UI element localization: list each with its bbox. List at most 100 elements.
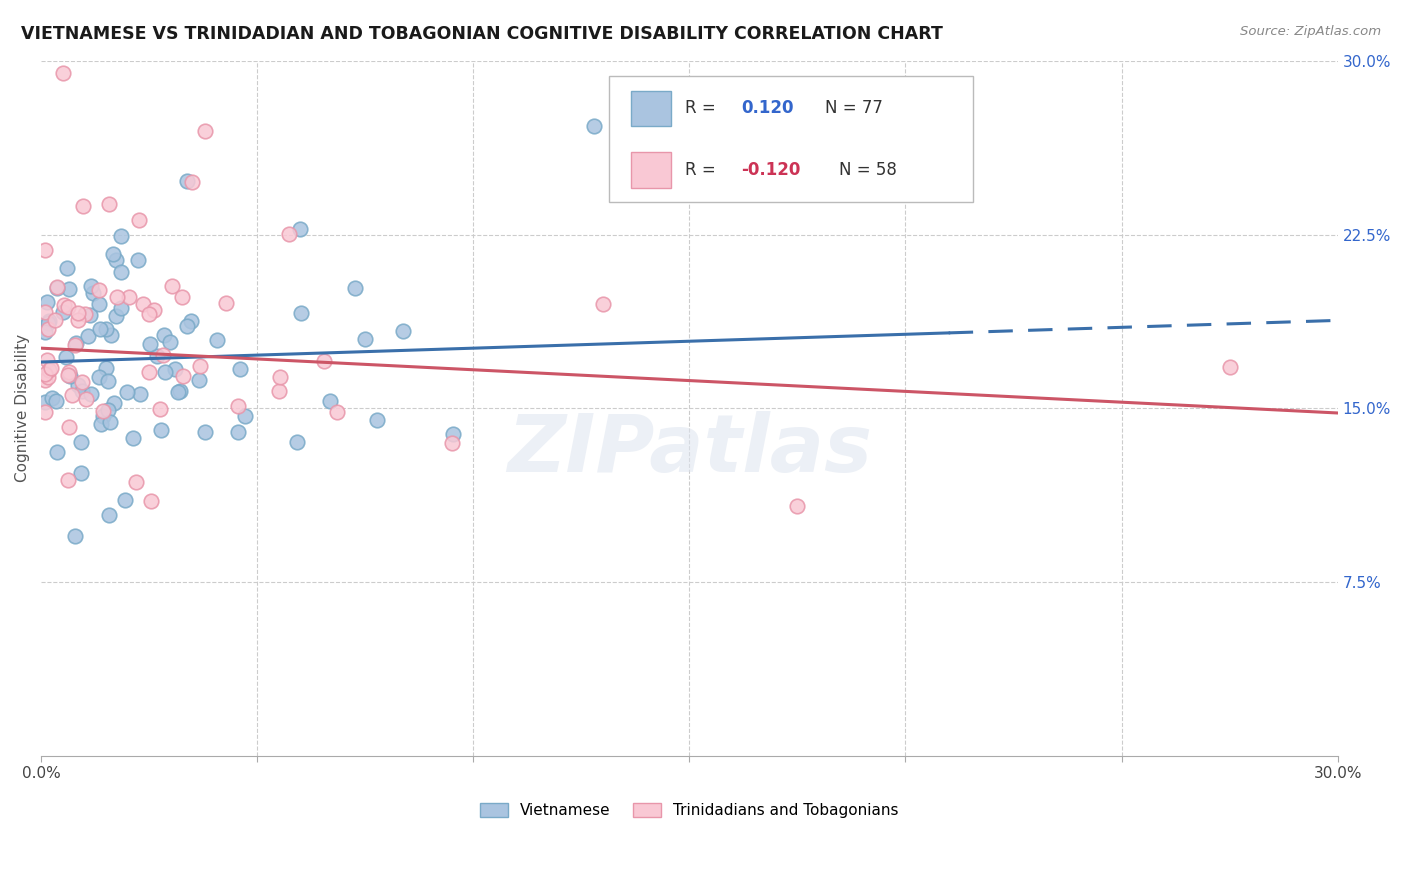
Point: [67, 306, 90, 320]
Point: [55, 350, 77, 364]
Point: [52, 66, 75, 80]
Point: [176, 174, 198, 188]
Point: [114, 492, 136, 507]
Text: -0.120: -0.120: [741, 161, 800, 179]
Text: N = 58: N = 58: [839, 161, 897, 179]
Point: [34, 405, 56, 419]
Text: Source: ZipAtlas.com: Source: ZipAtlas.com: [1240, 25, 1381, 38]
Point: [129, 387, 152, 401]
Point: [80, 387, 103, 401]
Point: [75, 307, 97, 321]
Point: [441, 427, 464, 442]
Point: [194, 425, 217, 439]
Point: [131, 297, 153, 311]
Point: [72, 199, 94, 213]
Text: R =: R =: [685, 99, 721, 118]
Point: [35, 294, 58, 309]
Point: [35, 353, 58, 368]
Point: [34, 394, 56, 409]
Point: [128, 212, 150, 227]
Point: [94, 360, 117, 375]
Point: [56, 300, 79, 314]
Point: [127, 252, 149, 267]
Point: [277, 227, 299, 241]
Point: [97, 197, 120, 211]
Point: [226, 425, 249, 439]
Point: [52, 305, 75, 319]
Point: [110, 228, 132, 243]
Point: [82, 285, 104, 300]
Point: [124, 475, 146, 489]
Point: [786, 499, 808, 513]
Point: [205, 333, 228, 347]
Point: [34, 373, 56, 387]
Point: [87, 297, 110, 311]
Point: [176, 319, 198, 334]
Point: [229, 361, 252, 376]
Point: [60, 388, 83, 402]
Point: [180, 313, 202, 327]
Point: [65, 336, 87, 351]
Point: [314, 354, 336, 368]
Point: [58, 365, 80, 379]
Point: [326, 404, 349, 418]
Point: [440, 436, 463, 450]
Point: [170, 290, 193, 304]
Point: [87, 370, 110, 384]
Point: [592, 297, 614, 311]
Point: [160, 278, 183, 293]
Point: [39, 360, 62, 375]
Point: [75, 392, 97, 406]
Point: [110, 301, 132, 315]
Point: [290, 306, 312, 320]
Point: [96, 403, 118, 417]
Text: ZIPatlas: ZIPatlas: [508, 411, 872, 489]
Point: [98, 415, 121, 429]
Point: [70, 435, 93, 450]
Point: [153, 328, 176, 343]
Point: [70, 384, 93, 398]
Point: [105, 290, 128, 304]
Point: [104, 253, 127, 268]
Point: [38, 363, 60, 377]
Point: [63, 338, 86, 352]
Point: [38, 314, 60, 328]
Point: [56, 473, 79, 487]
Point: [37, 322, 59, 336]
Point: [159, 335, 181, 350]
Point: [105, 309, 128, 323]
Point: [91, 404, 114, 418]
Point: [148, 401, 170, 416]
Point: [37, 316, 59, 330]
Point: [138, 307, 160, 321]
Point: [46, 281, 69, 295]
Point: [98, 508, 121, 522]
Point: [93, 409, 115, 423]
Point: [226, 399, 249, 413]
Point: [37, 370, 59, 384]
Point: [77, 329, 100, 343]
Point: [188, 373, 211, 387]
Point: [269, 370, 291, 384]
Point: [392, 324, 415, 338]
Point: [149, 423, 172, 437]
Point: [80, 278, 103, 293]
Point: [366, 413, 388, 427]
Point: [66, 378, 89, 392]
Point: [34, 305, 56, 319]
Point: [343, 280, 366, 294]
Point: [354, 332, 377, 346]
Point: [59, 369, 82, 384]
Point: [45, 444, 67, 458]
Point: [34, 367, 56, 381]
Point: [139, 337, 162, 351]
Point: [89, 283, 111, 297]
Point: [118, 290, 141, 304]
Point: [103, 396, 125, 410]
Y-axis label: Cognitive Disability: Cognitive Disability: [15, 334, 30, 483]
Point: [138, 365, 160, 379]
Point: [110, 264, 132, 278]
Point: [79, 309, 101, 323]
Point: [115, 385, 138, 400]
Point: [290, 222, 312, 236]
